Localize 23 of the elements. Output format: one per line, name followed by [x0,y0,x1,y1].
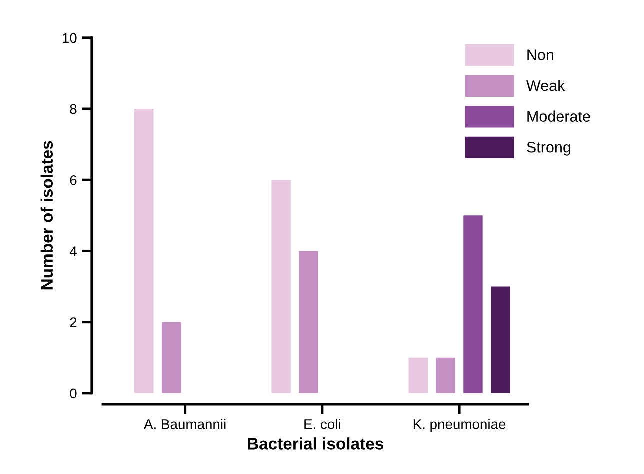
legend-label: Weak [526,80,566,92]
bar [408,358,428,394]
bar [436,358,456,394]
y-tick-label: 8 [70,104,77,114]
x-axis-title: Bacterial isolates [248,438,384,450]
legend-label: Moderate [528,110,590,122]
bar [272,180,291,394]
x-tick-label: K. pneumoniae [414,419,506,432]
bar [464,216,483,394]
x-tick-label: E. coli [304,419,340,430]
bar [491,286,510,394]
y-tick-label: 4 [70,246,77,256]
y-tick-label: 6 [70,175,77,186]
bar [162,322,182,394]
y-axis-title: Number of isolates [40,141,54,290]
y-tick-label: 0 [70,388,77,399]
x-tick-label: A. Baumannii [144,419,226,430]
legend-label: Non [528,50,554,60]
bar [134,109,154,394]
y-tick-label: 10 [62,33,77,44]
legend-label: Strong [527,142,570,156]
y-tick-label: 2 [70,318,77,328]
bar [299,251,318,394]
